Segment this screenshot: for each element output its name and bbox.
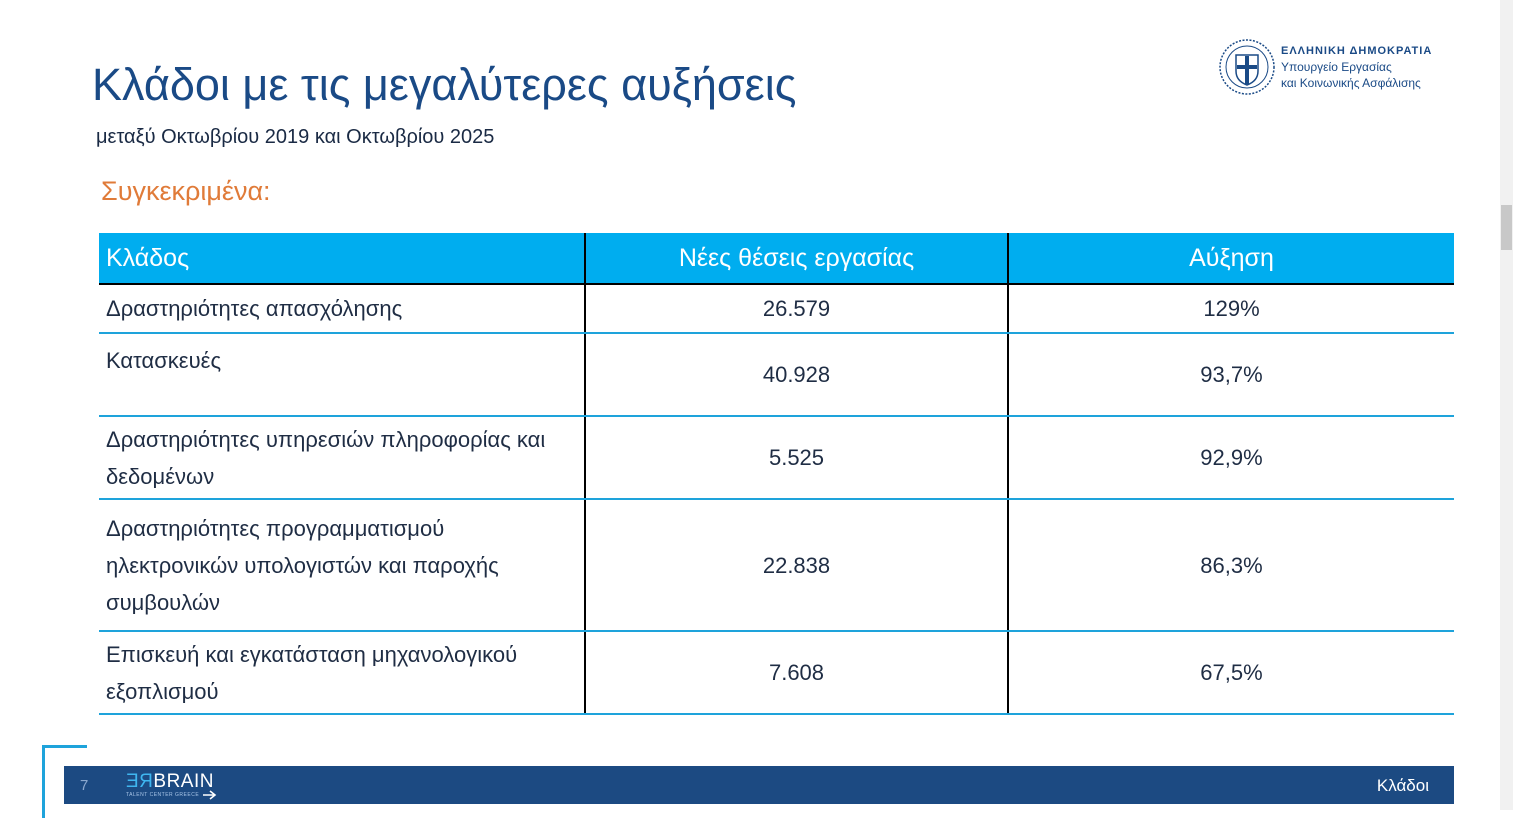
rebrain-logo-re: ƎЯ <box>126 771 154 792</box>
increase-cell: 86,3% <box>1008 499 1454 632</box>
page-title: Κλάδοι με τις μεγαλύτερες αυξήσεις <box>92 59 797 110</box>
new-jobs-cell: 7.608 <box>585 631 1009 715</box>
sector-name-cell: Δραστηριότητες απασχόλησης <box>99 284 586 334</box>
table-row: Επισκευή και εγκατάσταση μηχανολογικού ε… <box>99 631 1454 715</box>
ministry-logo-text: ΕΛΛΗΝΙΚΗ ΔΗΜΟΚΡΑΤΙΑ Υπουργείο Εργασίας κ… <box>1281 43 1432 91</box>
vertical-scrollbar[interactable] <box>1500 0 1513 810</box>
new-jobs-cell: 5.525 <box>585 416 1009 500</box>
table-row: Δραστηριότητες απασχόλησης 26.579 129% <box>99 284 1454 334</box>
table-row: Δραστηριότητες προγραμματισμού ηλεκτρονι… <box>99 499 1454 632</box>
scrollbar-thumb[interactable] <box>1501 205 1512 250</box>
logo-line-2: Υπουργείο Εργασίας <box>1281 60 1392 74</box>
page-number: 7 <box>80 777 89 794</box>
sector-name-cell: Δραστηριότητες προγραμματισμού ηλεκτρονι… <box>99 499 586 632</box>
increase-cell: 93,7% <box>1008 333 1454 417</box>
rebrain-logo-subtitle: TALENT CENTER GREECE <box>126 792 200 798</box>
corner-bracket-decoration <box>42 745 87 818</box>
increase-cell: 92,9% <box>1008 416 1454 500</box>
column-header-new-jobs: Νέες θέσεις εργασίας <box>585 233 1009 285</box>
new-jobs-cell: 40.928 <box>585 333 1009 417</box>
sectors-table: Κλάδος Νέες θέσεις εργασίας Αύξηση Δραστ… <box>99 233 1454 715</box>
rebrain-logo-text: ƎЯBRAIN <box>126 771 214 793</box>
sector-name-cell: Κατασκευές <box>99 333 586 417</box>
arrow-right-icon <box>203 790 217 800</box>
increase-cell: 67,5% <box>1008 631 1454 715</box>
column-header-increase: Αύξηση <box>1008 233 1454 285</box>
column-header-sector: Κλάδος <box>99 233 586 285</box>
rebrain-logo-brain: BRAIN <box>153 771 214 792</box>
page-subtitle: μεταξύ Οκτωβρίου 2019 και Οκτωβρίου 2025 <box>96 126 495 148</box>
logo-line-1: ΕΛΛΗΝΙΚΗ ΔΗΜΟΚΡΑΤΙΑ <box>1281 45 1433 57</box>
logo-line-3: και Κοινωνικής Ασφάλισης <box>1281 76 1421 90</box>
increase-cell: 129% <box>1008 284 1454 334</box>
new-jobs-cell: 26.579 <box>585 284 1009 334</box>
coat-of-arms-icon <box>1219 39 1275 95</box>
footer-section-label: Κλάδοι <box>1376 776 1429 795</box>
table-row: Κατασκευές 40.928 93,7% <box>99 333 1454 417</box>
table-row: Δραστηριότητες υπηρεσιών πληροφορίας και… <box>99 416 1454 500</box>
rebrain-logo: ƎЯBRAIN TALENT CENTER GREECE <box>126 771 246 801</box>
footer-bar: 7 ƎЯBRAIN TALENT CENTER GREECE Κλάδοι <box>64 766 1454 804</box>
section-label: Συγκεκριμένα: <box>101 176 271 206</box>
table-header-row: Κλάδος Νέες θέσεις εργασίας Αύξηση <box>99 233 1454 285</box>
sector-name-cell: Δραστηριότητες υπηρεσιών πληροφορίας και… <box>99 416 586 500</box>
sector-name-cell: Επισκευή και εγκατάσταση μηχανολογικού ε… <box>99 631 586 715</box>
ministry-logo: ΕΛΛΗΝΙΚΗ ΔΗΜΟΚΡΑΤΙΑ Υπουργείο Εργασίας κ… <box>1218 38 1458 98</box>
new-jobs-cell: 22.838 <box>585 499 1009 632</box>
